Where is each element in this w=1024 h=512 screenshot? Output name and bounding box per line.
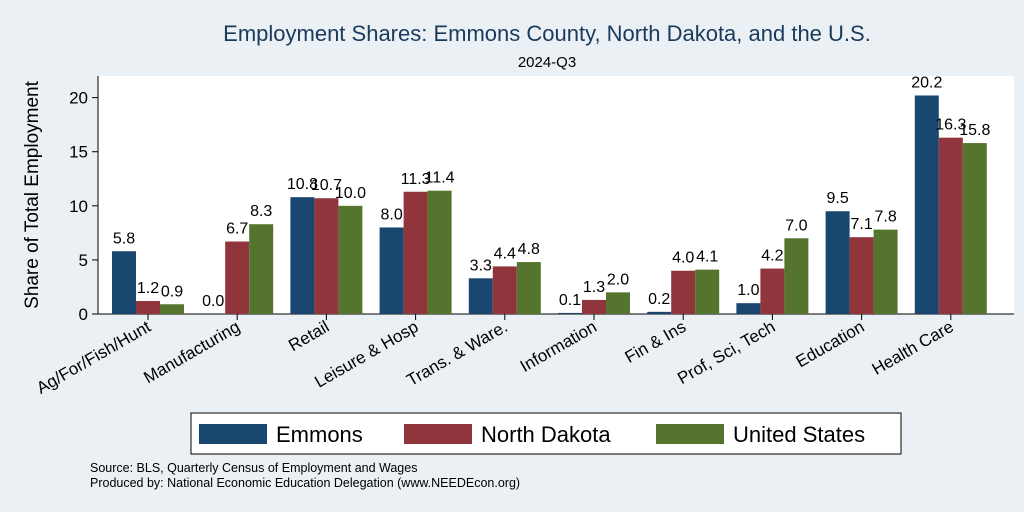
bar <box>427 190 452 314</box>
legend: Emmons North Dakota United States <box>190 412 902 455</box>
data-label: 1.3 <box>583 279 605 296</box>
y-tick-label: 10 <box>69 197 88 216</box>
data-label: 7.8 <box>874 209 896 226</box>
data-label: 0.1 <box>559 292 581 309</box>
bar <box>760 268 785 314</box>
chart-title: Employment Shares: Emmons County, North … <box>223 21 871 46</box>
legend-swatch <box>656 424 724 444</box>
y-tick-label: 0 <box>79 305 88 324</box>
bar <box>338 205 363 314</box>
legend-swatch <box>404 424 472 444</box>
data-label: 16.3 <box>935 117 966 134</box>
bar <box>468 278 493 314</box>
category-label: Manufacturing <box>140 317 243 387</box>
data-label: 6.7 <box>226 221 248 238</box>
bar <box>160 304 184 314</box>
y-tick-label: 20 <box>69 89 88 108</box>
category-label: Trans. & Ware. <box>403 317 510 390</box>
legend-box <box>190 412 902 455</box>
data-label: 10.0 <box>335 185 366 202</box>
data-label: 5.8 <box>113 230 135 247</box>
bar <box>671 270 696 314</box>
bar <box>849 237 874 314</box>
bar <box>314 198 339 314</box>
category-label: Ag/For/Fish/Hunt <box>33 317 154 398</box>
bar <box>249 224 274 314</box>
bar <box>492 266 517 314</box>
data-label: 4.1 <box>696 249 718 266</box>
source-note: Source: BLS, Quarterly Census of Employm… <box>90 461 417 475</box>
bar <box>914 95 939 315</box>
data-label: 7.1 <box>850 216 872 233</box>
bar <box>606 292 630 314</box>
bar <box>938 137 963 314</box>
category-label: Prof, Sci, Tech <box>674 317 778 388</box>
data-label: 4.8 <box>518 241 540 258</box>
bar <box>582 299 606 314</box>
data-label: 0.9 <box>161 283 183 300</box>
category-label: Retail <box>285 317 332 355</box>
bar <box>290 197 315 314</box>
bar <box>136 301 160 314</box>
data-label: 7.0 <box>785 217 807 234</box>
data-label: 4.2 <box>761 248 783 265</box>
legend-label: North Dakota <box>481 422 611 447</box>
data-label: 11.4 <box>425 170 455 187</box>
bar <box>379 227 404 314</box>
bar <box>736 303 761 314</box>
bar <box>825 211 850 314</box>
data-label: 15.8 <box>959 122 990 139</box>
produced-by-note: Produced by: National Economic Education… <box>90 476 520 490</box>
bar <box>558 312 582 314</box>
category-label: Education <box>793 317 868 371</box>
bar <box>962 143 987 314</box>
data-labels: 5.8 1.2 0.9 0.0 6.78.3 10.810.710.0 8.0 11.311.… <box>113 74 991 310</box>
data-label: 1.0 <box>737 282 759 299</box>
bar <box>225 241 250 314</box>
bar <box>403 191 428 314</box>
legend-swatch <box>199 424 267 444</box>
data-label: 0.0 <box>202 293 224 310</box>
legend-label: United States <box>733 422 865 447</box>
data-label: 11.3 <box>401 171 431 188</box>
bars <box>112 95 987 315</box>
legend-label: Emmons <box>276 422 363 447</box>
data-label: 2.0 <box>607 271 629 288</box>
chart-subtitle: 2024-Q3 <box>518 54 576 71</box>
data-label: 4.0 <box>672 250 694 267</box>
bar <box>647 311 672 314</box>
data-label: 4.4 <box>494 245 516 262</box>
y-tick-label: 15 <box>69 143 88 162</box>
data-label: 8.3 <box>250 203 272 220</box>
data-label: 8.0 <box>380 206 402 223</box>
data-label: 10.7 <box>311 177 342 194</box>
data-label: 9.5 <box>826 190 848 207</box>
bar <box>695 269 720 314</box>
category-label: Fin & Ins <box>622 317 690 367</box>
data-label: 1.2 <box>137 280 159 297</box>
y-tick-label: 5 <box>79 251 88 270</box>
y-axis-title: Share of Total Employment <box>22 80 43 308</box>
category-label: Health Care <box>869 317 957 379</box>
bar <box>784 238 809 314</box>
data-label: 3.3 <box>470 257 492 274</box>
bar <box>112 251 136 314</box>
bar <box>873 229 898 314</box>
data-label: 20.2 <box>911 74 942 91</box>
bar <box>516 262 541 314</box>
data-label: 10.8 <box>287 176 318 193</box>
data-label: 0.2 <box>648 291 670 308</box>
category-label: Information <box>517 317 600 376</box>
